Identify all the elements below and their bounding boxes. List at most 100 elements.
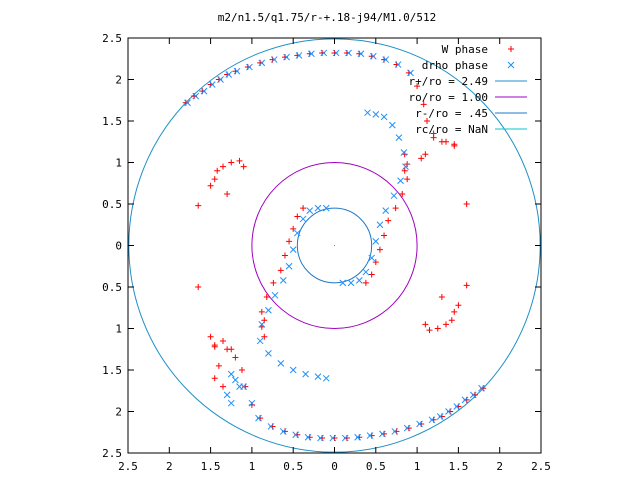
data-point: [217, 76, 224, 83]
data-point: [211, 375, 218, 382]
data-point: [195, 284, 202, 290]
y-tick-label: 1.5: [102, 364, 122, 377]
reference-circle-1: [251, 162, 418, 329]
data-point: [395, 134, 403, 141]
data-point: [233, 67, 241, 75]
data-point: [232, 376, 239, 384]
data-point: [400, 149, 408, 156]
data-point: [385, 217, 392, 224]
data-point: [299, 215, 307, 223]
legend-label: rc/ro = NaN: [415, 123, 488, 136]
data-point: [341, 434, 349, 442]
data-point: [293, 229, 301, 237]
legend-marker: [508, 46, 514, 52]
data-point: [232, 354, 239, 361]
data-point: [463, 282, 470, 289]
data-point: [394, 61, 402, 68]
y-tick-label: 2.5: [102, 447, 122, 460]
legend-label: ro/ro = 1.00: [409, 91, 488, 104]
data-point: [416, 420, 423, 428]
data-point: [265, 350, 272, 357]
data-point: [289, 246, 297, 254]
y-tick-label: 1: [115, 157, 122, 170]
x-tick-label: 0.5: [283, 460, 303, 473]
data-point: [426, 327, 433, 334]
data-point: [368, 271, 375, 278]
data-point: [224, 191, 231, 198]
data-point: [438, 293, 445, 300]
data-point: [267, 423, 275, 430]
data-point: [208, 81, 216, 88]
x-tick-label: 2.5: [118, 460, 138, 473]
data-point: [404, 161, 411, 168]
data-point: [207, 182, 214, 189]
data-point: [270, 279, 277, 286]
y-tick-label: 0: [115, 240, 122, 253]
data-point: [424, 118, 431, 124]
data-point: [295, 52, 303, 59]
data-point: [357, 50, 365, 58]
data-point: [376, 221, 384, 229]
data-series: [182, 49, 487, 442]
data-point: [434, 325, 441, 332]
data-point: [317, 434, 324, 442]
data-point: [304, 433, 312, 441]
legend-label: drho phase: [422, 59, 488, 72]
data-point: [219, 337, 226, 344]
data-point: [402, 163, 409, 171]
data-point: [236, 383, 243, 390]
data-point: [436, 413, 444, 420]
legend: W phase drho phase r+/ro = 2.49 ro/ro = 1.0…: [409, 43, 527, 136]
data-point: [238, 367, 245, 373]
data-point: [314, 373, 322, 380]
data-point: [286, 238, 293, 245]
data-point: [418, 155, 425, 162]
data-point: [261, 333, 268, 340]
data-point: [453, 403, 461, 410]
data-point: [255, 414, 262, 422]
data-point: [246, 63, 253, 71]
data-point: [215, 362, 222, 369]
data-point: [345, 49, 352, 57]
y-tick-label: 0.5: [102, 198, 122, 211]
data-point: [362, 279, 369, 286]
data-point: [258, 308, 265, 315]
data-point: [236, 157, 243, 164]
data-point: [469, 391, 477, 399]
data-point: [404, 176, 411, 183]
data-point: [214, 167, 221, 174]
data-point: [292, 431, 300, 439]
legend-label: r-/ro = .45: [415, 107, 488, 120]
data-point: [277, 267, 284, 274]
data-point: [369, 52, 377, 60]
data-point: [376, 246, 383, 253]
data-point: [347, 279, 355, 287]
data-point: [379, 430, 386, 438]
data-point: [420, 101, 427, 108]
y-tick-label: 0.5: [102, 281, 122, 294]
data-point: [314, 204, 322, 212]
data-point: [192, 92, 200, 100]
legend-marker: [507, 61, 515, 69]
data-point: [279, 277, 287, 284]
x-tick-label: 2.5: [531, 460, 551, 473]
y-tick-label: 1.5: [102, 115, 122, 128]
data-point: [306, 207, 314, 214]
data-point: [354, 433, 361, 441]
data-point: [219, 383, 226, 390]
data-point: [445, 408, 452, 415]
data-point: [382, 56, 390, 63]
axis-ticks: 2.5 2 1.5 1 0.5 0 0.5 1 1.5 2 2.52.521.510.500.511…: [102, 32, 551, 473]
legend-label: W phase: [442, 43, 488, 56]
data-point: [399, 191, 406, 198]
data-point: [300, 205, 307, 212]
data-point: [414, 83, 421, 90]
x-tick-label: 1.5: [201, 460, 221, 473]
data-point: [263, 293, 270, 300]
data-point: [258, 320, 266, 328]
data-point: [422, 321, 429, 328]
data-point: [391, 428, 399, 435]
x-tick-label: 1: [414, 460, 421, 473]
data-point: [195, 202, 202, 209]
